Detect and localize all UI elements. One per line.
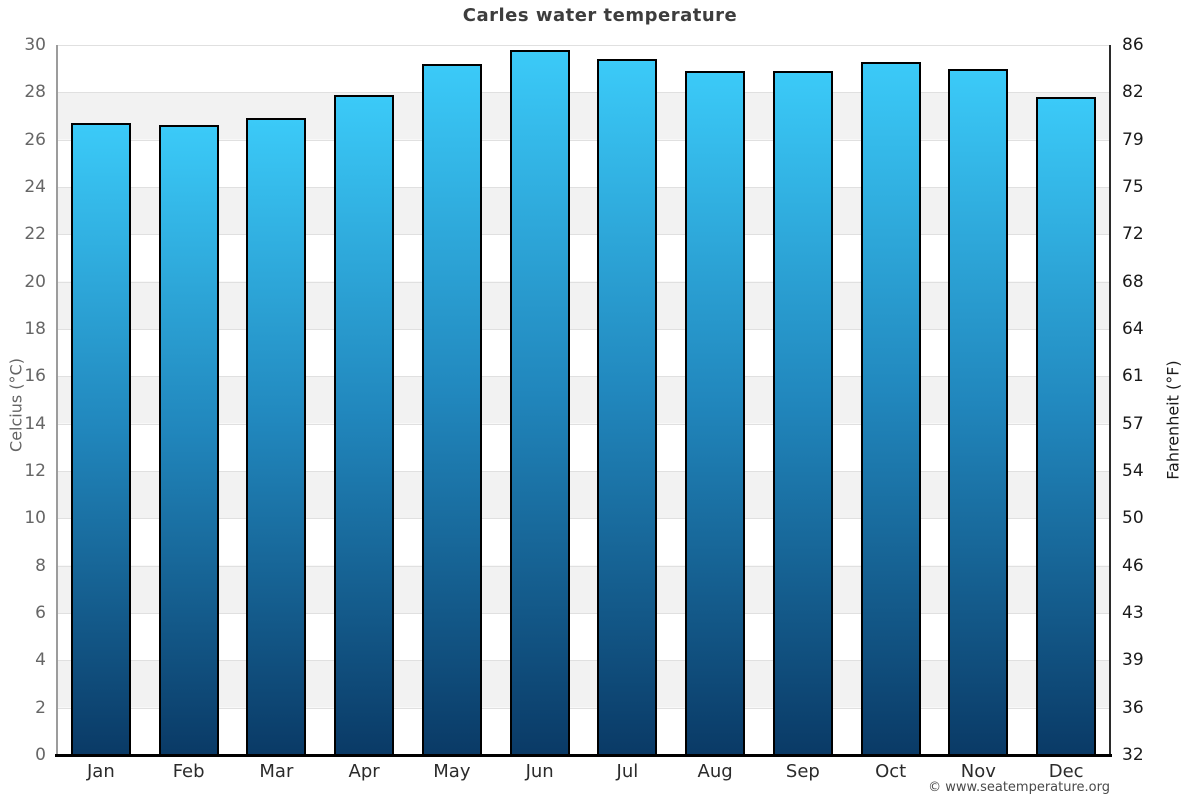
month-label-feb: Feb: [172, 761, 205, 782]
month-label-jan: Jan: [87, 761, 115, 782]
celsius-tick-0: 0: [35, 745, 46, 765]
gridline-24c: [57, 187, 1110, 188]
month-labels: Jan Feb Mar Apr May Jun Jul Aug Sep Oct Nov Dec: [57, 761, 1110, 782]
gridline-26c: [57, 139, 1110, 141]
celsius-tick-8: 8: [35, 555, 46, 576]
fahrenheit-tick-79: 79: [1122, 129, 1144, 150]
bar-oct: [860, 61, 921, 755]
month-label-apr: Apr: [348, 761, 380, 782]
month-label-sep: Sep: [785, 761, 820, 782]
fahrenheit-tick-75: 75: [1122, 177, 1144, 197]
left-axis-line: [56, 45, 58, 755]
bar-apr: [334, 94, 395, 755]
celsius-tick-20: 20: [24, 271, 46, 292]
bar-sep: [772, 71, 833, 755]
celsius-tick-14: 14: [24, 413, 46, 434]
gridline-12c: [57, 471, 1110, 472]
month-label-jul: Jul: [616, 761, 639, 782]
fahrenheit-tick-54: 54: [1122, 461, 1144, 481]
bar-slot-nov: [935, 45, 1023, 755]
celsius-tick-24: 24: [24, 177, 46, 197]
fahrenheit-tick-46: 46: [1122, 555, 1144, 576]
bar-nov: [948, 68, 1009, 755]
month-label-nov: Nov: [960, 761, 996, 782]
right-axis-line: [1109, 45, 1111, 755]
celsius-tick-6: 6: [35, 603, 46, 623]
bar-slot-jul: [584, 45, 672, 755]
bar-slot-oct: [847, 45, 935, 755]
gridline-4c: [57, 660, 1110, 662]
plot-area: [55, 45, 1112, 757]
celsius-tick-2: 2: [35, 697, 46, 718]
bar-jul: [597, 59, 658, 755]
y-axis-label-celsius: Celcius (°C): [6, 358, 26, 452]
celsius-tick-12: 12: [24, 461, 46, 481]
bar-jan: [70, 123, 131, 755]
bar-feb: [158, 125, 219, 755]
gridline-22c: [57, 234, 1110, 236]
month-label-aug: Aug: [697, 761, 733, 782]
gridline-2c: [57, 707, 1110, 709]
bar-slot-dec: [1022, 45, 1110, 755]
bar-jun: [509, 49, 570, 755]
bar-mar: [246, 118, 307, 755]
fahrenheit-tick-43: 43: [1122, 603, 1144, 623]
fahrenheit-tick-labels: 86 82 79 75 72 68 64 61 57 54 50 46 43 39 36 32: [1122, 35, 1192, 765]
fahrenheit-tick-57: 57: [1122, 413, 1144, 434]
bar-may: [421, 63, 482, 755]
gridline-6c: [57, 613, 1110, 614]
bar-slot-jun: [496, 45, 584, 755]
fahrenheit-tick-68: 68: [1122, 271, 1144, 292]
x-axis-line: [55, 754, 1112, 757]
celsius-tick-22: 22: [24, 224, 46, 245]
celsius-tick-4: 4: [35, 650, 46, 671]
bar-slot-jan: [57, 45, 145, 755]
gridline-14c: [57, 423, 1110, 425]
fahrenheit-tick-82: 82: [1122, 82, 1144, 103]
celsius-tick-30: 30: [24, 35, 46, 55]
fahrenheit-tick-39: 39: [1122, 650, 1144, 671]
month-label-jun: Jun: [525, 761, 554, 782]
celsius-tick-labels: 30 28 26 24 22 20 18 16 14 12 10 8 6 4 2 0: [0, 35, 46, 765]
gridline-20c: [57, 281, 1110, 283]
bars-container: [57, 45, 1110, 755]
gridline-28c: [57, 92, 1110, 94]
month-label-mar: Mar: [259, 761, 294, 782]
fahrenheit-tick-72: 72: [1122, 224, 1144, 245]
gridline-10c: [57, 518, 1110, 520]
fahrenheit-tick-61: 61: [1122, 366, 1144, 387]
bar-slot-feb: [145, 45, 233, 755]
y-axis-label-fahrenheit: Fahrenheit (°F): [1163, 360, 1183, 480]
copyright-credit: © www.seatemperature.org: [928, 780, 1110, 795]
bar-dec: [1036, 97, 1097, 755]
celsius-tick-10: 10: [24, 508, 46, 529]
celsius-tick-16: 16: [24, 366, 46, 387]
month-label-oct: Oct: [875, 761, 907, 782]
bar-aug: [685, 71, 746, 755]
bar-slot-aug: [671, 45, 759, 755]
fahrenheit-tick-64: 64: [1122, 319, 1144, 339]
gridline-30c: [57, 45, 1110, 46]
gridline-16c: [57, 376, 1110, 378]
celsius-tick-28: 28: [24, 82, 46, 103]
gridline-18c: [57, 329, 1110, 330]
gridline-8c: [57, 565, 1110, 567]
celsius-tick-18: 18: [24, 319, 46, 339]
fahrenheit-tick-50: 50: [1122, 508, 1144, 529]
bar-slot-may: [408, 45, 496, 755]
fahrenheit-tick-86: 86: [1122, 35, 1144, 55]
chart-title: Carles water temperature: [462, 5, 738, 26]
month-label-dec: Dec: [1048, 761, 1084, 782]
fahrenheit-tick-32: 32: [1122, 745, 1144, 765]
celsius-tick-26: 26: [24, 129, 46, 150]
fahrenheit-tick-36: 36: [1122, 697, 1144, 718]
month-label-may: May: [433, 761, 471, 782]
bar-slot-sep: [759, 45, 847, 755]
bar-slot-mar: [233, 45, 321, 755]
bar-slot-apr: [320, 45, 408, 755]
